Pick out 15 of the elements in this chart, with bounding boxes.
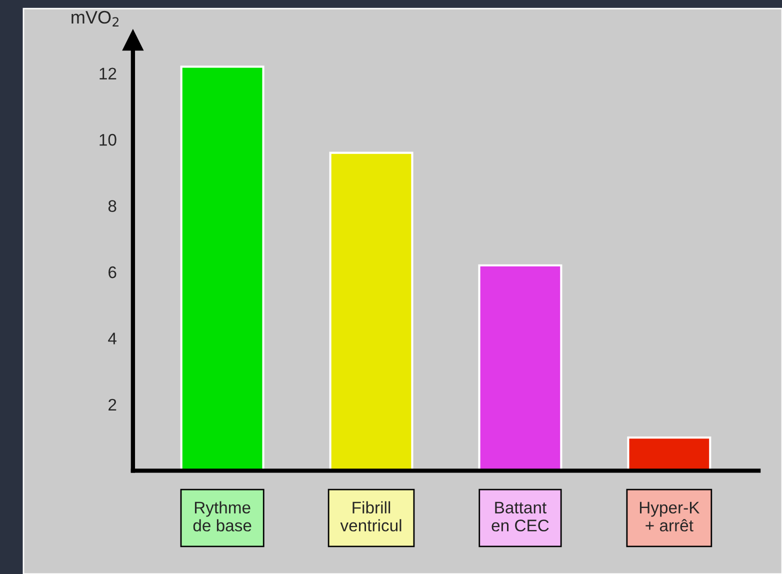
- x-tick-label: Hyper-K + arrêt: [640, 502, 700, 532]
- y-tick-label: 6: [108, 266, 116, 278]
- y-tick-label: 12: [100, 68, 116, 80]
- y-tick-label: 8: [108, 200, 116, 212]
- bar: [329, 152, 414, 471]
- bar: [627, 436, 712, 471]
- y-axis-title: mVO$_{2}$: [72, 10, 118, 26]
- x-tick-label: Rythme de base: [193, 501, 252, 532]
- y-tick-label: 2: [108, 398, 116, 410]
- y-tick-label: 10: [100, 134, 116, 146]
- x-tick-label: Fibrill ventricul: [340, 501, 402, 532]
- bar: [478, 264, 562, 471]
- y-tick-label: 4: [108, 332, 116, 344]
- bar: [180, 66, 264, 471]
- x-tick-label: Battant en CEC: [492, 502, 549, 532]
